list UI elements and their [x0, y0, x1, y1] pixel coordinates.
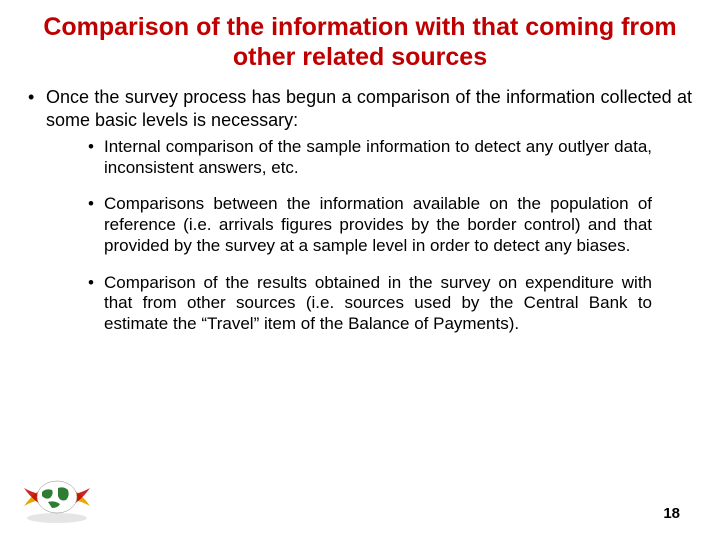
sub-bullet: • Comparison of the results obtained in … [88, 273, 652, 335]
page-number: 18 [663, 505, 680, 522]
sub-bullet-text: Comparisons between the information avai… [104, 194, 652, 256]
bullet-mark: • [88, 194, 104, 256]
slide-title: Comparison of the information with that … [0, 0, 720, 80]
slide-content: • Once the survey process has begun a co… [0, 80, 720, 335]
bullet-mark: • [28, 86, 46, 131]
globe-logo-icon [18, 468, 96, 526]
bullet-mark: • [88, 137, 104, 178]
main-bullet: • Once the survey process has begun a co… [28, 86, 692, 131]
sub-bullet-text: Internal comparison of the sample inform… [104, 137, 652, 178]
main-bullet-text: Once the survey process has begun a comp… [46, 86, 692, 131]
sub-bullet-list: • Internal comparison of the sample info… [28, 137, 692, 335]
sub-bullet: • Internal comparison of the sample info… [88, 137, 652, 178]
sub-bullet-text: Comparison of the results obtained in th… [104, 273, 652, 335]
sub-bullet: • Comparisons between the information av… [88, 194, 652, 256]
bullet-mark: • [88, 273, 104, 335]
